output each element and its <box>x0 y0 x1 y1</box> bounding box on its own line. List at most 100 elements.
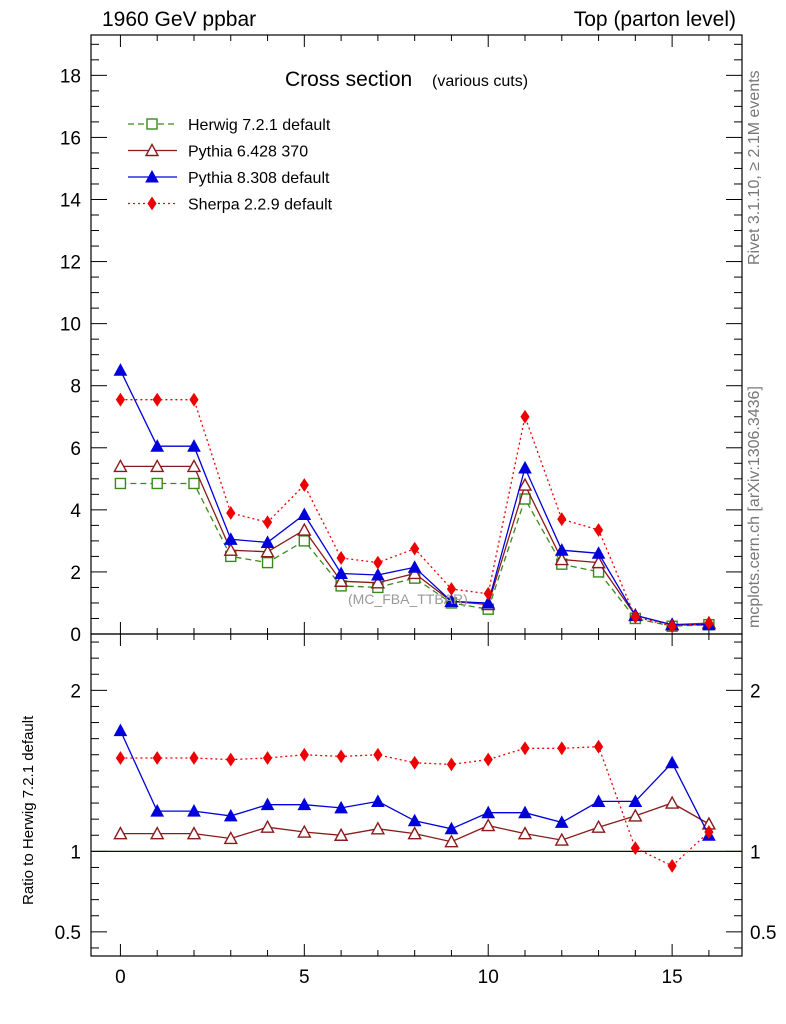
legend-marker <box>145 169 159 183</box>
ratio-point-2-10 <box>483 752 493 767</box>
ratio-point-1-10 <box>481 805 496 819</box>
ratio-y-tick-label: 2 <box>70 681 81 702</box>
ratio-point-0-7 <box>370 821 386 835</box>
main-point-3-16 <box>704 616 714 631</box>
main-point-1-8 <box>407 566 422 580</box>
ratio-point-0-11 <box>517 826 533 840</box>
y-tick-label: 6 <box>70 439 81 460</box>
main-point-0-0 <box>114 477 127 490</box>
ratio-point-0-1 <box>150 826 165 840</box>
side-label-mcplots: mcplots.cern.ch [arXiv:1306.3436] <box>746 386 763 628</box>
ratio-point-2-15 <box>667 858 677 873</box>
ratio-point-0-13 <box>591 819 606 833</box>
legend-marker <box>146 118 158 130</box>
main-point-3-1 <box>152 392 162 407</box>
ratio-point-2-4 <box>262 751 273 765</box>
main-point-3-11 <box>520 409 530 424</box>
main-point-3-5 <box>299 478 309 492</box>
y-tick-label: 16 <box>60 128 81 149</box>
main-point-2-8 <box>407 560 422 573</box>
main-point-1-7 <box>370 575 386 589</box>
legend-marker <box>144 143 160 157</box>
main-point-2-7 <box>371 567 385 581</box>
main-point-3-14 <box>630 610 640 624</box>
main-point-1-13 <box>591 555 606 569</box>
legend: Herwig 7.2.1 default Pythia 6.428 370 Pyth… <box>128 117 333 214</box>
ratio-point-0-2 <box>186 826 202 840</box>
ratio-point-1-4 <box>260 797 275 811</box>
legend-label: Pythia 6.428 370 <box>188 144 308 161</box>
main-point-0-2 <box>188 477 200 490</box>
main-point-0-1 <box>151 477 163 490</box>
ratio-y-tick-label: 1 <box>70 842 81 863</box>
ratio-point-1-7 <box>371 794 385 807</box>
main-point-2-4 <box>260 535 275 548</box>
main-point-1-6 <box>333 573 349 587</box>
main-point-3-13 <box>593 523 604 537</box>
main-point-2-9 <box>444 594 459 607</box>
main-point-1-1 <box>150 458 165 473</box>
y-tick-label: 10 <box>60 315 81 336</box>
y-tick-label: 0 <box>70 625 81 646</box>
ratio-point-0-8 <box>407 826 422 840</box>
ratio-point-1-0 <box>113 723 128 737</box>
ratio-point-0-12 <box>554 832 569 846</box>
ratio-point-0-3 <box>223 831 238 845</box>
main-point-2-6 <box>334 566 348 579</box>
main-point-2-12 <box>554 543 569 556</box>
main-point-2-0 <box>113 363 128 376</box>
ratio-point-2-5 <box>299 747 309 762</box>
ratio-point-0-14 <box>628 808 643 822</box>
main-point-0-11 <box>519 493 531 505</box>
ratio-point-1-2 <box>187 804 201 817</box>
ratio-point-2-11 <box>520 741 530 756</box>
ratio-point-2-7 <box>373 747 383 762</box>
legend-label: Sherpa 2.2.9 default <box>188 197 333 214</box>
ratio-point-2-1 <box>152 751 162 765</box>
x-tick-label: 5 <box>299 967 310 988</box>
main-point-1-11 <box>517 477 533 491</box>
main-point-3-8 <box>410 541 420 556</box>
ratio-point-1-3 <box>223 808 238 822</box>
ratio-y-tick-label-right: 2 <box>750 681 761 702</box>
main-point-3-12 <box>557 512 567 527</box>
ratio-point-2-2 <box>189 751 199 765</box>
header-left: 1960 GeV ppbar <box>102 8 257 31</box>
ratio-point-1-8 <box>407 813 422 827</box>
ratio-frame <box>90 633 743 957</box>
main-point-2-10 <box>481 595 496 609</box>
ratio-point-1-9 <box>444 821 459 835</box>
main-point-1-2 <box>186 458 202 473</box>
main-point-2-5 <box>297 507 312 521</box>
main-point-2-1 <box>150 439 165 452</box>
main-point-1-4 <box>260 544 275 558</box>
ratio-point-2-6 <box>336 749 346 764</box>
ratio-point-1-15 <box>665 755 679 769</box>
main-point-2-3 <box>223 532 238 545</box>
main-point-3-2 <box>189 392 199 407</box>
header-right: Top (parton level) <box>573 8 736 31</box>
main-series-line-2 <box>119 369 709 626</box>
ratio-point-2-0 <box>115 751 126 765</box>
y-tick-label: 2 <box>70 563 81 584</box>
ratio-y-axis-label: Ratio to Herwig 7.2.1 default <box>20 715 37 905</box>
ratio-point-0-10 <box>481 818 496 832</box>
main-point-1-12 <box>554 552 569 566</box>
ratio-point-1-5 <box>297 797 312 811</box>
main-point-3-3 <box>226 506 236 520</box>
ratio-point-1-13 <box>591 794 606 807</box>
ratio-y-tick-label-right: 1 <box>750 842 761 863</box>
ratio-y-tick-label-right: 0.5 <box>750 923 776 944</box>
ratio-point-1-12 <box>554 815 569 828</box>
ratio-panel: 0 5 10 15 0.5 0.5 1 1 2 2 <box>55 633 776 988</box>
ratio-point-0-5 <box>297 824 312 838</box>
main-point-0-4 <box>261 556 274 569</box>
ratio-point-1-11 <box>518 805 532 819</box>
main-point-3-10 <box>483 586 493 601</box>
x-tick-label: 0 <box>115 967 126 988</box>
main-point-3-7 <box>373 555 383 570</box>
x-tick-label: 10 <box>478 967 499 988</box>
chart-title: Cross section <box>285 68 412 91</box>
